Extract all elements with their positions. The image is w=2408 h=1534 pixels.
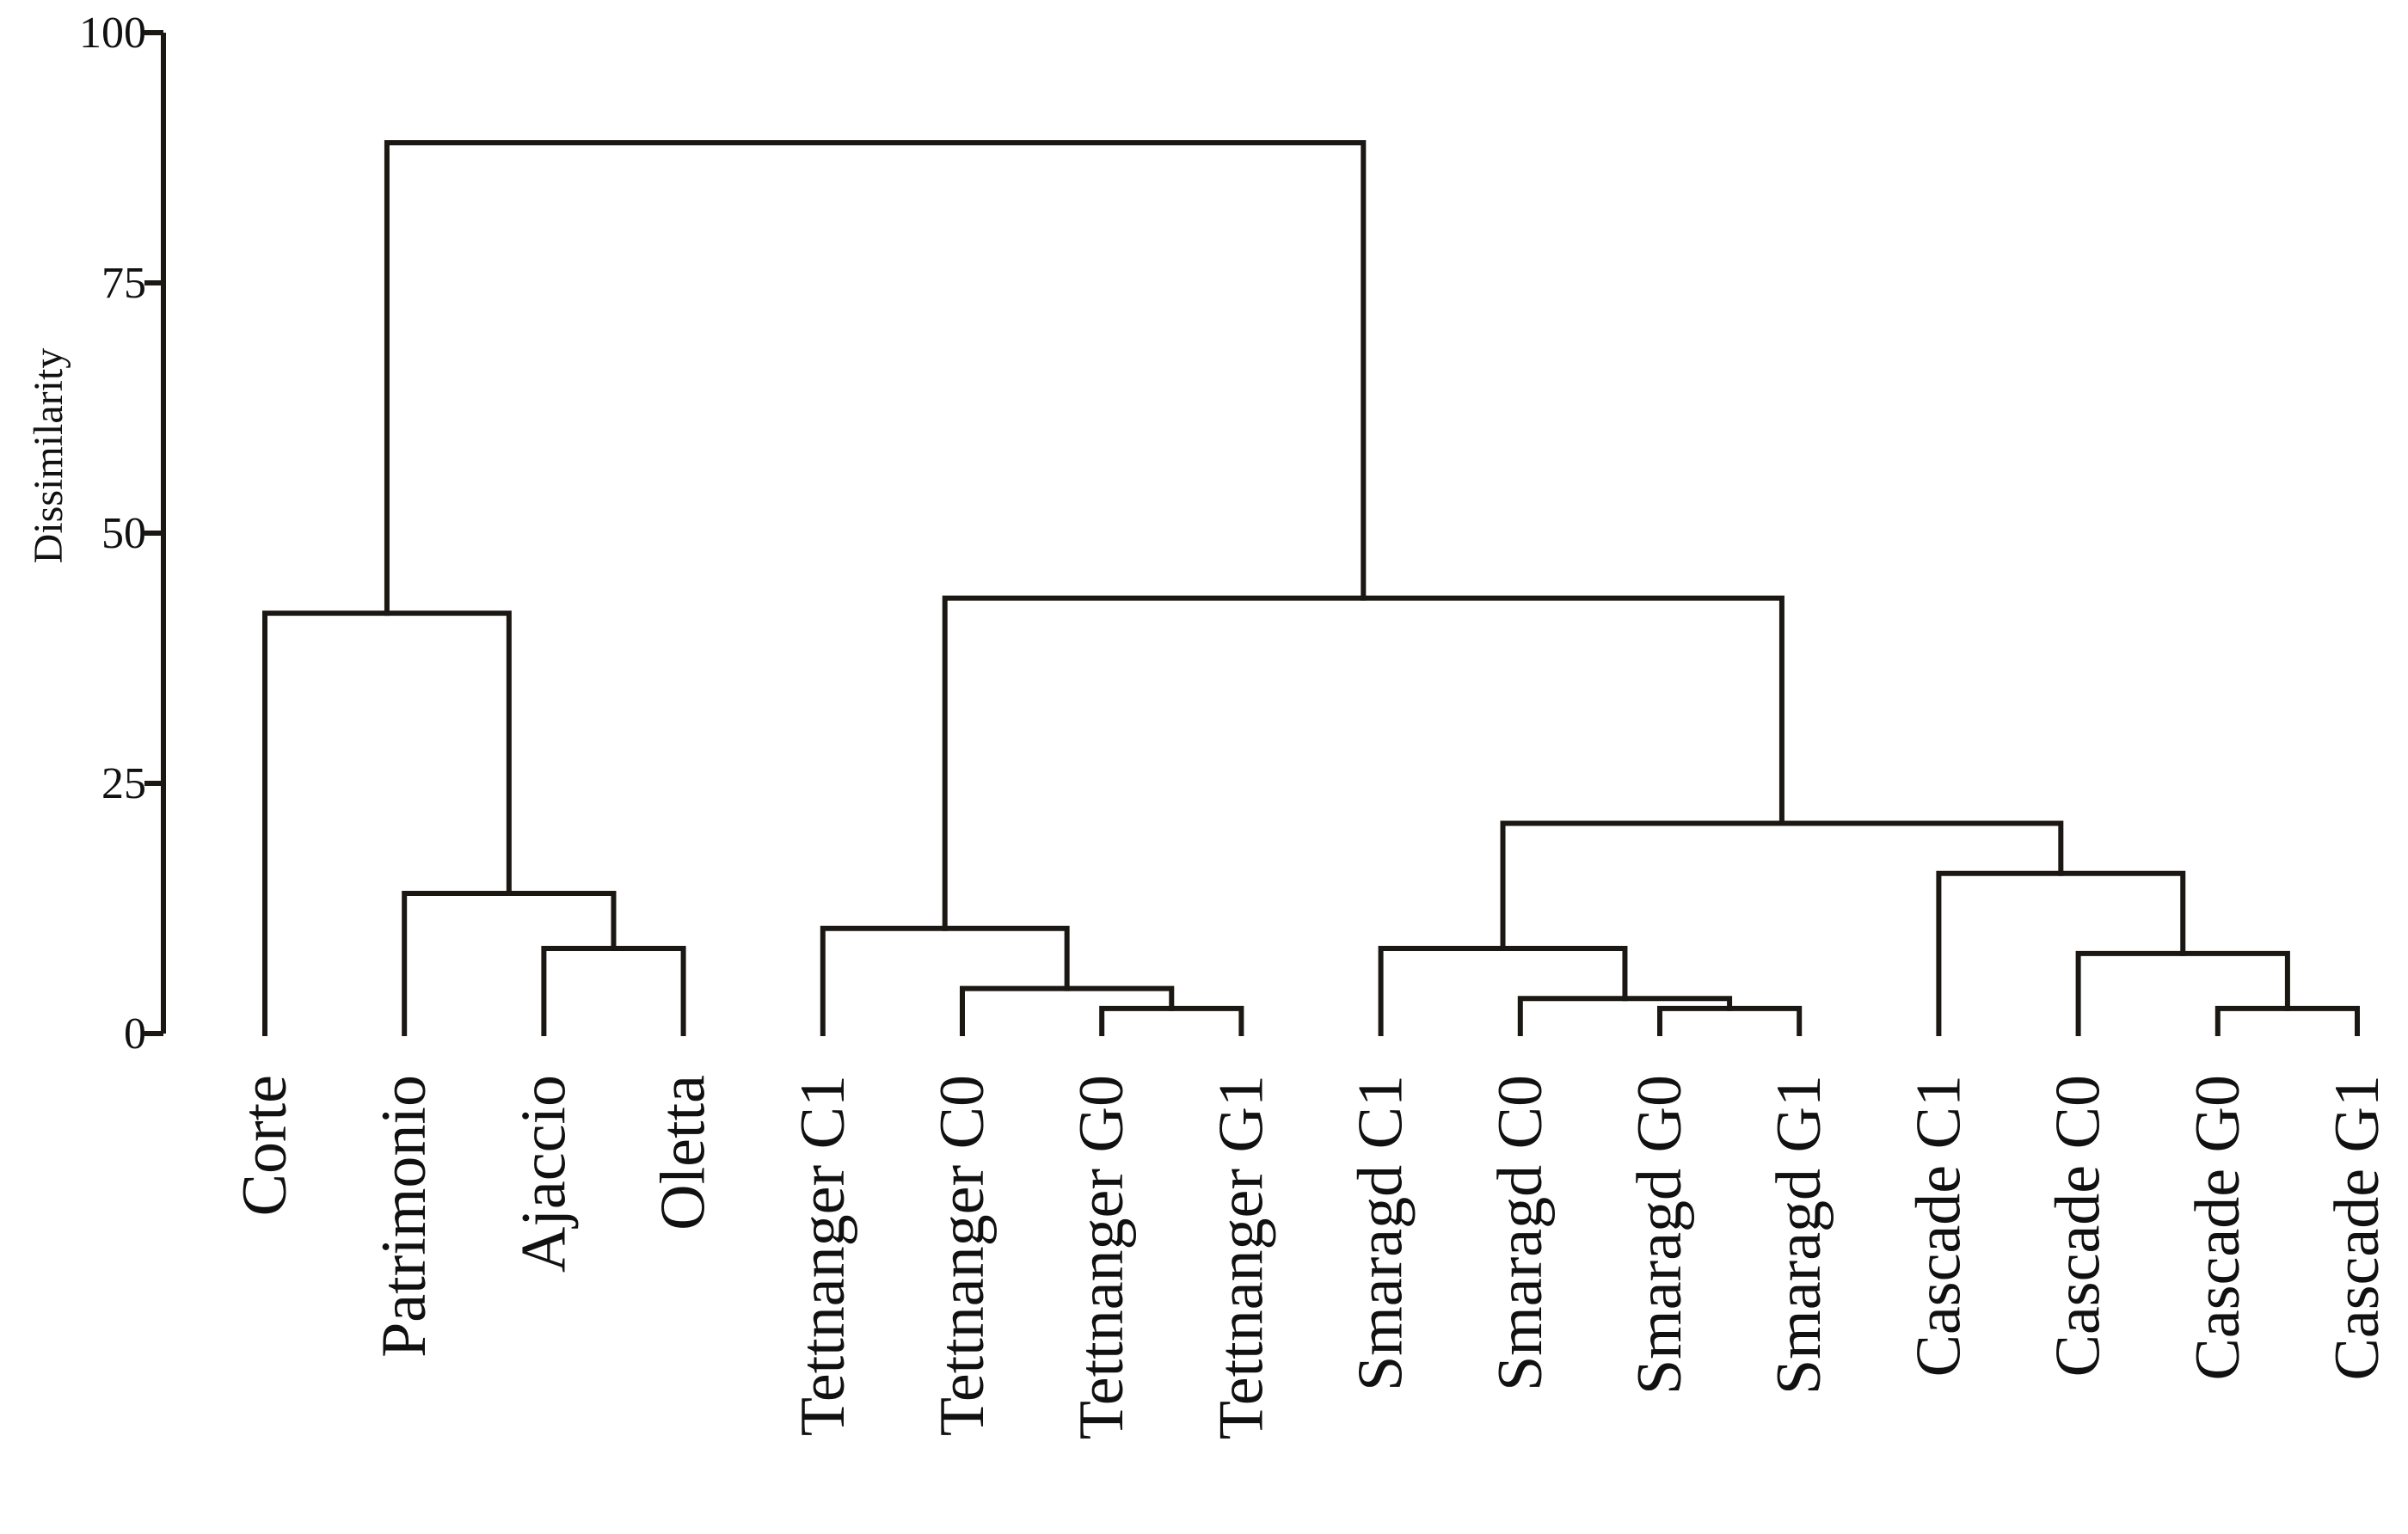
dendrogram-link — [384, 140, 1367, 617]
y-tick-label: 100 — [79, 9, 146, 58]
dendrogram-link — [2214, 1005, 2360, 1036]
y-axis: 0 25 50 75 100 — [79, 9, 166, 1058]
y-tick-label: 50 — [101, 509, 146, 558]
leaf-label: Corte — [230, 1075, 300, 1216]
dendrogram-link — [2075, 950, 2290, 1036]
leaf-label: Cascade G1 — [2322, 1075, 2393, 1380]
leaf-label: Smaragd G1 — [1764, 1075, 1834, 1395]
leaf-label: Cascade G0 — [2183, 1075, 2253, 1380]
y-tick-label: 25 — [101, 759, 146, 808]
y-tick-label: 0 — [124, 1009, 146, 1058]
dendrogram-link — [1500, 820, 2064, 952]
leaf-label: Tettnanger C1 — [788, 1075, 858, 1436]
leaf-label: Tettnanger G0 — [1066, 1075, 1137, 1439]
dendrogram-link — [262, 611, 512, 1036]
dendrogram-link — [402, 891, 617, 1036]
leaf-label: Smaragd C0 — [1485, 1075, 1556, 1391]
leaf-label: Cascade C0 — [2043, 1075, 2114, 1377]
dendrogram-branches — [262, 140, 2360, 1036]
dendrogram-link — [1657, 1005, 1803, 1036]
leaf-label: Tettnanger G1 — [1206, 1075, 1276, 1439]
leaf-label: Smaragd G0 — [1625, 1075, 1695, 1395]
leaf-label: Smaragd C1 — [1346, 1075, 1416, 1391]
dendrogram-link — [541, 946, 686, 1036]
leaf-labels: Corte Patrimonio Ajaccio Oletta Tettnanger C… — [230, 1075, 2393, 1439]
dendrogram-link — [942, 595, 1784, 931]
y-axis-title: Dissimilarity — [26, 348, 71, 564]
dendrogram-link — [820, 925, 1070, 1036]
leaf-label: Ajaccio — [508, 1075, 579, 1273]
dendrogram-link — [1517, 996, 1733, 1036]
leaf-label: Tettnanger C0 — [927, 1075, 998, 1436]
y-tick-label: 75 — [101, 259, 146, 308]
leaf-label: Oletta — [648, 1075, 719, 1230]
leaf-label: Cascade C1 — [1903, 1075, 1974, 1377]
leaf-label: Patrimonio — [369, 1075, 439, 1358]
dendrogram-link — [1099, 1005, 1244, 1036]
dendrogram-link — [1378, 946, 1628, 1036]
